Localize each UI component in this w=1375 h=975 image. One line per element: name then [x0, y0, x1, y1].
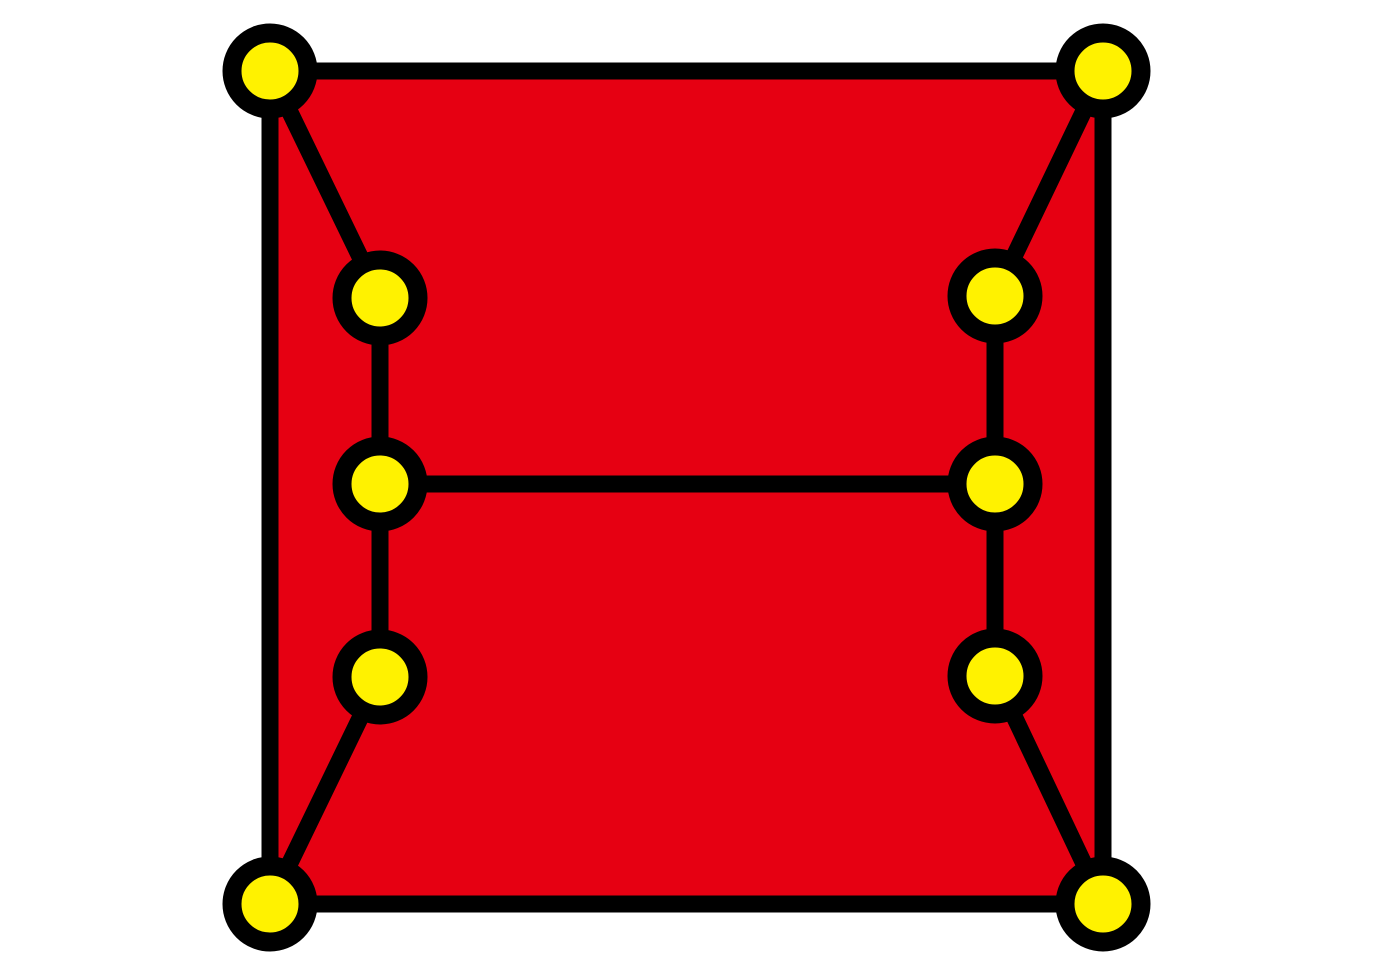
node-bottom-right	[1055, 856, 1151, 952]
node-left-upper	[332, 250, 428, 346]
graph-nodes	[222, 23, 1151, 952]
node-bottom-left	[222, 856, 318, 952]
node-top-right	[1055, 23, 1151, 119]
node-right-lower	[947, 628, 1043, 724]
node-left-middle	[332, 436, 428, 532]
node-right-upper	[947, 248, 1043, 344]
node-top-left	[222, 23, 318, 119]
node-right-middle	[947, 436, 1043, 532]
node-left-lower	[332, 629, 428, 725]
